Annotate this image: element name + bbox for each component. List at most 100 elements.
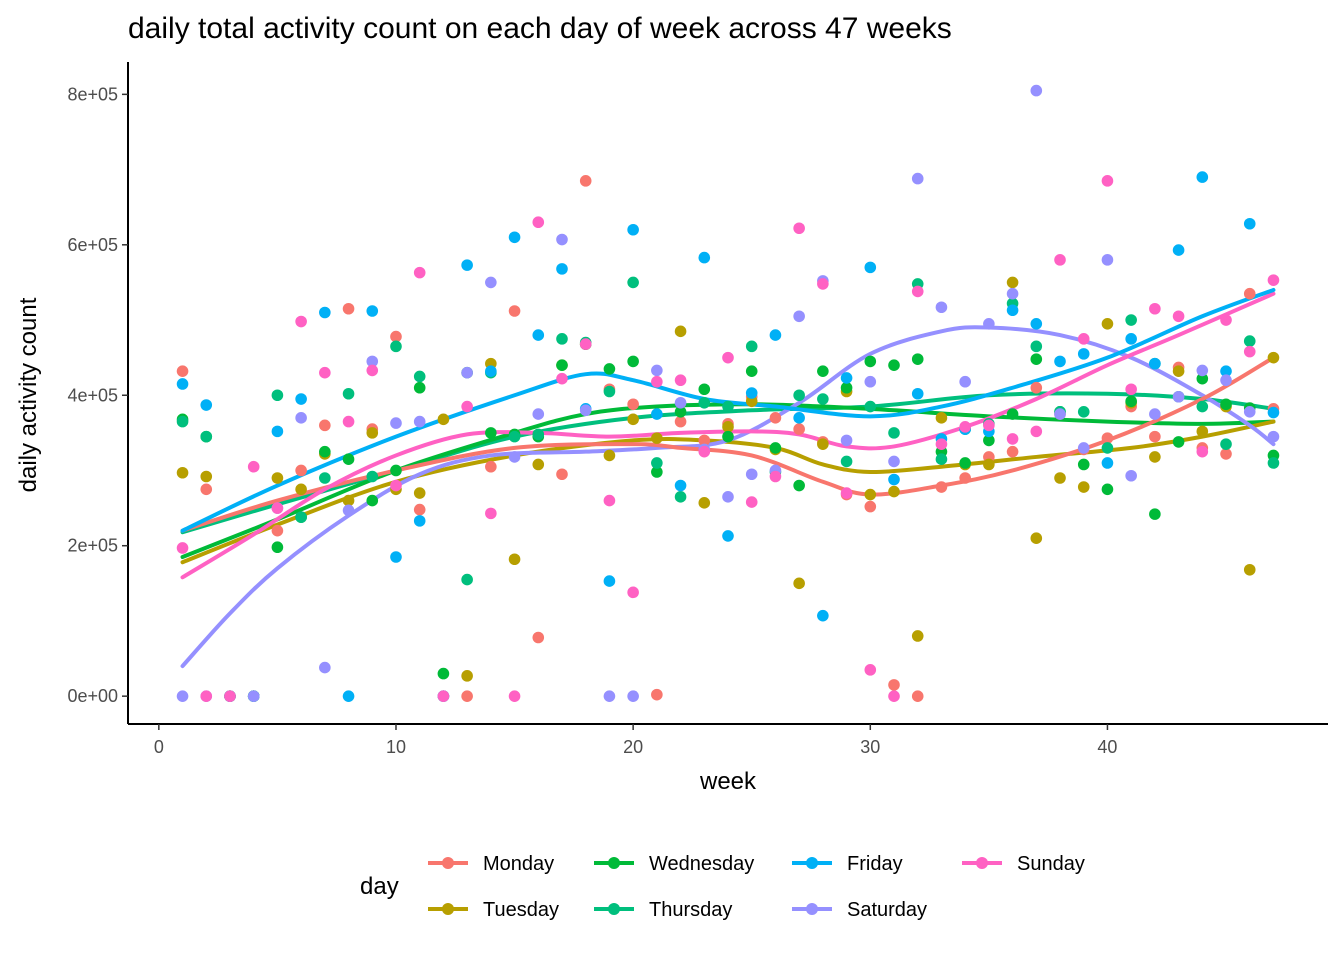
point-monday (935, 481, 948, 493)
point-tuesday (983, 458, 995, 471)
point-tuesday (911, 630, 924, 642)
point-sunday (366, 364, 379, 377)
point-saturday (1243, 406, 1256, 418)
point-friday (698, 251, 711, 264)
point-monday (959, 472, 971, 484)
point-friday (1243, 217, 1256, 230)
point-sunday (674, 374, 687, 387)
point-monday (1030, 381, 1043, 394)
point-monday (911, 690, 924, 702)
point-friday (1267, 406, 1280, 419)
smooth-lines (180, 287, 1276, 669)
point-thursday (793, 389, 805, 402)
point-friday (864, 261, 877, 274)
point-saturday (461, 366, 473, 379)
point-wednesday (983, 434, 995, 447)
point-thursday (674, 491, 687, 503)
point-thursday (1030, 340, 1043, 353)
point-friday (1196, 171, 1209, 183)
point-thursday (271, 389, 284, 402)
axis-ticks: 0 10 20 30 40 0e+00 2e+05 4e+05 6e+05 8e+05 (67, 84, 1117, 757)
point-monday (461, 690, 473, 702)
point-tuesday (413, 487, 426, 499)
point-saturday (793, 310, 805, 323)
point-saturday (1196, 364, 1209, 377)
x-tick-label: 40 (1097, 737, 1117, 757)
point-sunday (722, 351, 734, 364)
point-wednesday (1196, 372, 1209, 385)
point-sunday (935, 438, 948, 450)
point-monday (888, 679, 900, 691)
point-wednesday (911, 353, 924, 365)
point-wednesday (390, 464, 402, 477)
point-saturday (1101, 254, 1114, 266)
point-saturday (1267, 430, 1280, 443)
point-tuesday (1196, 425, 1209, 438)
point-saturday (888, 455, 900, 468)
point-tuesday (935, 412, 948, 424)
legend-item-monday: Monday (428, 853, 554, 875)
point-tuesday (1267, 351, 1280, 364)
point-thursday (1125, 314, 1137, 326)
point-thursday (722, 400, 734, 413)
legend-item-saturday: Saturday (792, 899, 927, 921)
point-thursday (698, 396, 711, 409)
point-friday (176, 378, 189, 390)
point-friday (627, 223, 639, 236)
point-saturday (651, 364, 663, 377)
point-saturday (295, 412, 307, 424)
point-saturday (319, 661, 331, 674)
point-wednesday (864, 355, 877, 368)
point-saturday (1077, 442, 1090, 454)
point-sunday (508, 690, 521, 702)
point-friday (722, 530, 734, 542)
point-friday (745, 387, 758, 399)
point-monday (1220, 448, 1232, 460)
point-friday (413, 515, 426, 527)
chart-title: daily total activity count on each day o… (128, 12, 952, 45)
point-saturday (840, 434, 853, 447)
point-saturday (1006, 287, 1019, 300)
point-wednesday (1172, 436, 1185, 448)
point-monday (508, 305, 521, 317)
point-sunday (556, 372, 568, 385)
point-thursday (1196, 400, 1209, 413)
point-friday (461, 259, 473, 271)
point-sunday (247, 460, 260, 473)
point-friday (319, 306, 331, 319)
point-friday (888, 473, 900, 486)
point-saturday (413, 415, 426, 428)
legend-key-point (806, 903, 818, 915)
point-sunday (200, 690, 213, 702)
point-friday (793, 412, 805, 424)
point-friday (603, 575, 616, 587)
point-sunday (888, 690, 900, 702)
legend-label: Thursday (649, 899, 732, 921)
point-saturday (911, 172, 924, 185)
point-tuesday (793, 577, 805, 590)
point-tuesday (698, 497, 711, 509)
point-sunday (1077, 333, 1090, 345)
point-tuesday (295, 483, 307, 496)
point-sunday (1243, 345, 1256, 358)
point-wednesday (271, 541, 284, 554)
point-thursday (319, 472, 331, 484)
legend-item-wednesday: Wednesday (594, 853, 754, 875)
point-thursday (413, 370, 426, 383)
point-sunday (840, 487, 853, 499)
point-sunday (437, 690, 450, 702)
point-wednesday (342, 453, 355, 466)
point-friday (1172, 244, 1185, 256)
point-saturday (722, 491, 734, 503)
legend-item-friday: Friday (792, 853, 903, 875)
point-thursday (342, 387, 355, 400)
point-sunday (224, 690, 236, 702)
point-sunday (817, 278, 829, 290)
point-friday (532, 329, 545, 341)
y-tick-label: 0e+00 (67, 686, 118, 706)
point-sunday (1220, 314, 1232, 326)
x-tick-label: 10 (386, 737, 406, 757)
point-friday (200, 399, 213, 411)
point-sunday (413, 266, 426, 279)
